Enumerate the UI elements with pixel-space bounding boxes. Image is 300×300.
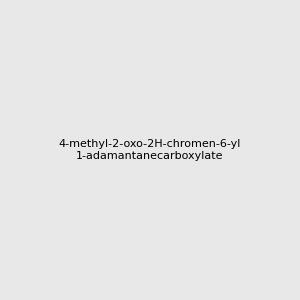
Text: 4-methyl-2-oxo-2H-chromen-6-yl 1-adamantanecarboxylate: 4-methyl-2-oxo-2H-chromen-6-yl 1-adamant… bbox=[59, 139, 241, 161]
